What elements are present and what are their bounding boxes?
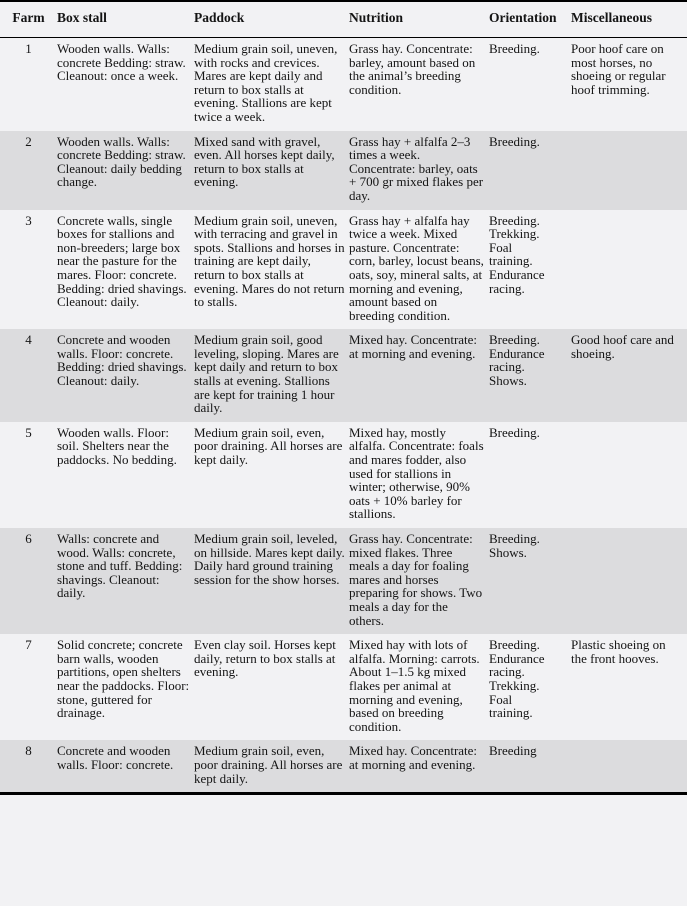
cell-farm-number: 2 [25,133,32,149]
cell-orientation: Breeding. Shows. [489,531,540,560]
cell-miscellaneous [571,740,687,793]
cell-miscellaneous [571,131,687,210]
cell-farm-number: 1 [25,41,32,56]
cell-box-stall: Wooden walls. Floor: soil. Shelters near… [57,424,177,468]
cell-paddock: Medium grain soil, uneven, with rocks an… [194,41,338,124]
table-body: 1 Wooden walls. Walls: concrete Bedding:… [0,38,687,794]
table-row: 1 Wooden walls. Walls: concrete Bedding:… [0,38,687,131]
column-header-miscellaneous: Miscellaneous [571,1,687,38]
column-header-nutrition: Nutrition [349,1,489,38]
cell-farm-number: 5 [25,424,32,440]
cell-nutrition: Grass hay + alfalfa hay twice a week. Mi… [349,212,484,323]
table-row: 3 Concrete walls, single boxes for stall… [0,210,687,330]
table-row: 5 Wooden walls. Floor: soil. Shelters ne… [0,422,687,528]
header-row: Farm Box stall Paddock Nutrition Orienta… [0,1,687,38]
cell-box-stall: Concrete walls, single boxes for stallio… [57,212,187,310]
cell-farm-number: 4 [25,332,32,348]
cell-miscellaneous [571,528,687,634]
cell-paddock: Medium grain soil, good leveling, slopin… [194,332,339,416]
cell-nutrition: Grass hay. Concentrate: mixed flakes. Th… [349,531,483,628]
cell-paddock: Medium grain soil, even, poor draining. … [194,743,343,786]
cell-orientation: Breeding [489,743,537,759]
cell-nutrition: Mixed hay. Concentrate: at morning and e… [349,743,478,772]
table-row: 4 Concrete and wooden walls. Floor: conc… [0,329,687,422]
table-row: 6 Walls: concrete and wood. Walls: concr… [0,528,687,635]
table-row: 7 Solid concrete; concrete barn walls, w… [0,634,687,740]
column-header-orientation: Orientation [489,1,571,38]
cell-miscellaneous: Plastic shoeing on the front hooves. [571,637,666,666]
cell-miscellaneous [571,422,687,528]
cell-paddock: Medium grain soil, uneven, with terracin… [194,212,345,310]
column-header-paddock: Paddock [194,1,349,38]
cell-box-stall: Wooden walls. Walls: concrete Bedding: s… [57,133,186,190]
cell-paddock: Medium grain soil, even, poor draining. … [194,424,343,468]
cell-nutrition: Mixed hay, mostly alfalfa. Concentrate: … [349,424,484,522]
table-row: 2 Wooden walls. Walls: concrete Bedding:… [0,130,687,210]
cell-farm-number: 6 [25,531,32,546]
table-header: Farm Box stall Paddock Nutrition Orienta… [0,1,687,38]
column-header-farm: Farm [0,1,57,38]
cell-box-stall: Walls: concrete and wood. Walls: concret… [57,531,183,601]
cell-nutrition: Grass hay. Concentrate: barley, amount b… [349,41,476,97]
cell-farm-number: 8 [25,743,32,759]
cell-box-stall: Concrete and wooden walls. Floor: concre… [57,743,174,772]
column-header-box-stall: Box stall [57,1,194,38]
cell-nutrition: Mixed hay. Concentrate: at morning and e… [349,332,478,361]
cell-orientation: Breeding. Endurance racing. Trekking. Fo… [489,637,545,721]
cell-orientation: Breeding. Endurance racing. Shows. [489,332,545,389]
cell-nutrition: Mixed hay with lots of alfalfa. Morning:… [349,637,480,734]
cell-box-stall: Concrete and wooden walls. Floor: concre… [57,332,187,389]
cell-farm-number: 7 [25,637,32,653]
cell-miscellaneous [571,210,687,330]
cell-orientation: Breeding. [489,424,540,440]
cell-paddock: Medium grain soil, leveled, on hillside.… [194,531,345,587]
farm-management-table: Farm Box stall Paddock Nutrition Orienta… [0,0,687,796]
cell-paddock: Even clay soil. Horses kept daily, retur… [194,637,336,680]
cell-farm-number: 3 [25,212,32,228]
cell-orientation: Breeding. Trekking. Foal training. Endur… [489,212,545,296]
cell-miscellaneous: Poor hoof care on most horses, no shoein… [571,41,666,97]
cell-orientation: Breeding. [489,133,540,149]
table-row: 8 Concrete and wooden walls. Floor: conc… [0,740,687,794]
cell-paddock: Mixed sand with gravel, even. All horses… [194,133,335,190]
cell-nutrition: Grass hay + alfalfa 2–3 times a week. Co… [349,133,484,203]
cell-box-stall: Wooden walls. Walls: concrete Bedding: s… [57,41,186,84]
cell-orientation: Breeding. [489,41,540,56]
cell-miscellaneous: Good hoof care and shoeing. [571,332,674,361]
cell-box-stall: Solid concrete; concrete barn walls, woo… [57,637,190,721]
